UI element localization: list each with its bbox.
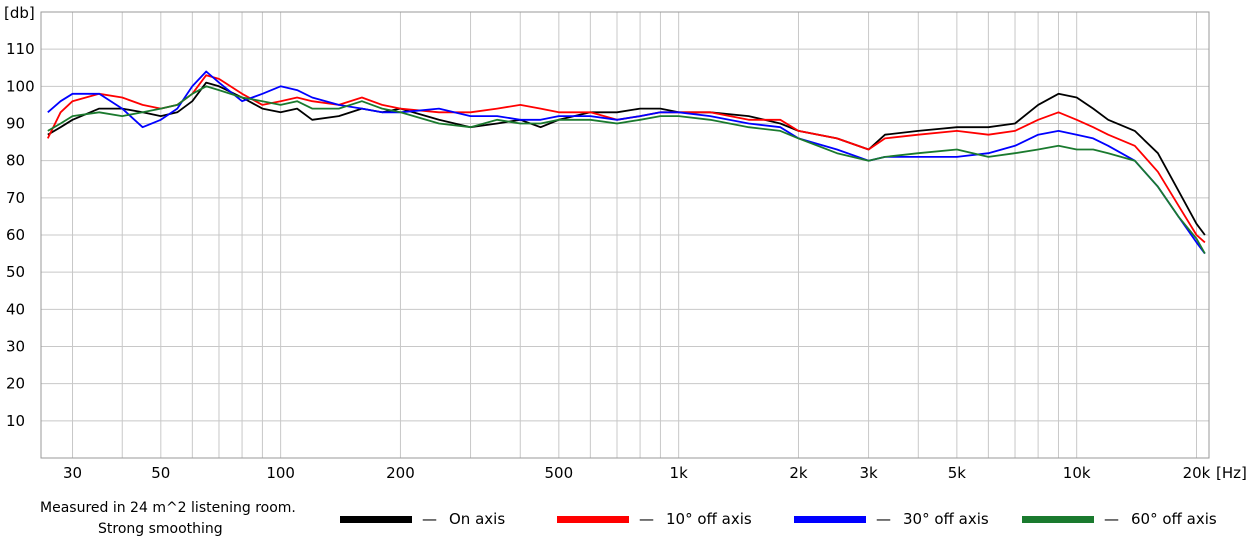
- x-tick-label: 500: [545, 464, 574, 482]
- x-tick-label: 1k: [670, 464, 689, 482]
- legend-label-60-off-axis: 60° off axis: [1131, 510, 1217, 528]
- y-tick-label: 60: [6, 226, 25, 244]
- y-tick-label: 90: [6, 115, 25, 133]
- legend-label-10-off-axis: 10° off axis: [666, 510, 752, 528]
- x-tick-label: 20k: [1183, 464, 1211, 482]
- x-tick-label: 10k: [1063, 464, 1091, 482]
- y-tick-label: 50: [6, 263, 25, 281]
- series-line-1: [46, 74, 1206, 244]
- series-line-2: [47, 70, 1206, 255]
- legend-60-off-axis: — 60° off axis: [1022, 509, 1217, 529]
- x-tick-label: 5k: [948, 464, 967, 482]
- y-tick-label: 80: [6, 152, 25, 170]
- x-axis-label: [Hz]: [1216, 464, 1247, 482]
- legend-on-axis: — On axis: [340, 509, 505, 529]
- legend-swatch-60-off-axis: [1022, 515, 1094, 523]
- x-tick-label: 100: [266, 464, 295, 482]
- legend-30-off-axis: — 30° off axis: [794, 509, 989, 529]
- x-tick-label: 2k: [789, 464, 808, 482]
- legend-swatch-10-off-axis: [557, 515, 629, 523]
- series-line-3: [47, 85, 1206, 255]
- legend-swatch-on-axis: [340, 515, 412, 523]
- y-tick-label: 10: [6, 412, 25, 430]
- y-axis-label: [db]: [4, 4, 35, 22]
- frequency-response-chart: 10 20 30 40 50 60 70 80 90 100 110 30 50 100 200 500 1k…: [4, 4, 1247, 482]
- x-tick-label: 30: [63, 464, 82, 482]
- y-tick-label: 40: [6, 300, 25, 318]
- legend-dash: —: [1104, 510, 1119, 528]
- x-tick-labels: 30 50 100 200 500 1k 2k 3k 5k 10k 20k: [63, 464, 1211, 482]
- y-tick-label: 20: [6, 375, 25, 393]
- series-layer: [46, 70, 1206, 255]
- y-tick-label: 110: [6, 40, 35, 58]
- plot-frame: [40, 11, 1210, 459]
- legend-swatch-30-off-axis: [794, 515, 866, 523]
- y-tick-labels: 10 20 30 40 50 60 70 80 90 100 110: [6, 40, 35, 430]
- y-tick-label: 70: [6, 189, 25, 207]
- measurement-note: Measured in 24 m^2 listening room.: [40, 500, 296, 516]
- smoothing-note: Strong smoothing: [98, 521, 223, 537]
- x-tick-label: 3k: [859, 464, 878, 482]
- legend-dash: —: [876, 510, 891, 528]
- legend-dash: —: [422, 510, 437, 528]
- y-tick-label: 30: [6, 338, 25, 356]
- x-tick-label: 50: [151, 464, 170, 482]
- legend-label-on-axis: On axis: [449, 510, 506, 528]
- legend-dash: —: [639, 510, 654, 528]
- legend-label-30-off-axis: 30° off axis: [903, 510, 989, 528]
- x-tick-label: 200: [386, 464, 415, 482]
- y-tick-label: 100: [6, 77, 35, 95]
- legend-10-off-axis: — 10° off axis: [557, 509, 752, 529]
